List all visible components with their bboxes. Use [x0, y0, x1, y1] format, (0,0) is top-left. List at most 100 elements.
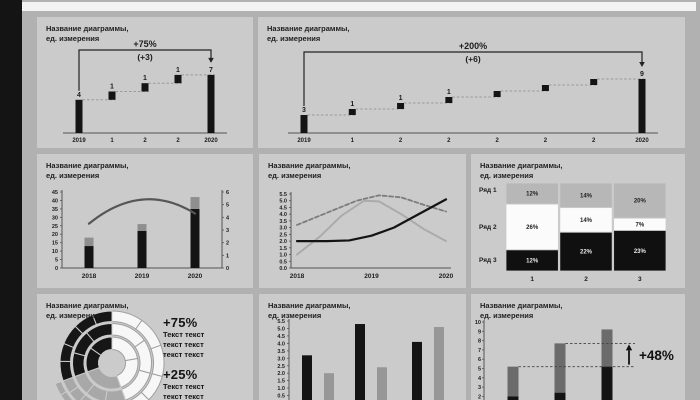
- svg-text:2: 2: [495, 138, 499, 144]
- svg-text:7: 7: [209, 67, 213, 74]
- chart-title: Название диаграммы, ед. измерения: [46, 301, 129, 321]
- svg-text:10: 10: [52, 249, 58, 255]
- svg-text:0.0: 0.0: [279, 266, 287, 272]
- svg-text:4: 4: [478, 376, 482, 382]
- svg-text:6: 6: [478, 357, 481, 363]
- chart-title-line1: Название диаграммы,: [480, 161, 563, 170]
- svg-text:1.0: 1.0: [277, 386, 285, 392]
- svg-text:6: 6: [226, 190, 229, 196]
- svg-text:5.0: 5.0: [279, 199, 287, 205]
- chart-title-line1: Название диаграммы,: [267, 24, 350, 33]
- svg-text:0: 0: [226, 266, 229, 272]
- svg-text:3: 3: [478, 385, 481, 391]
- svg-text:+75%: +75%: [133, 39, 156, 49]
- multi-line-chart: 0.00.51.01.52.02.53.03.54.04.55.05.5 2018…: [279, 192, 454, 280]
- svg-text:2: 2: [447, 138, 451, 144]
- chart-title-line2: ед. измерения: [268, 310, 322, 320]
- svg-text:3: 3: [226, 228, 229, 234]
- chart-title-line2: ед. измерения: [46, 33, 100, 43]
- svg-text:4: 4: [226, 215, 230, 221]
- svg-text:12%: 12%: [526, 192, 539, 198]
- svg-text:35: 35: [52, 207, 58, 213]
- svg-text:4.0: 4.0: [279, 212, 287, 218]
- callout-text-line: текст текст: [163, 391, 204, 400]
- chart-title-line1: Название диаграммы,: [46, 161, 129, 170]
- svg-text:3.5: 3.5: [277, 349, 285, 355]
- svg-text:2019: 2019: [297, 138, 311, 144]
- svg-text:5: 5: [226, 203, 229, 209]
- chart-title: Название диаграммы, ед. измерения: [46, 161, 129, 181]
- svg-text:Ряд 3: Ряд 3: [479, 257, 497, 264]
- svg-text:1.0: 1.0: [279, 253, 287, 259]
- svg-text:(+6): (+6): [465, 54, 481, 64]
- svg-text:26%: 26%: [526, 225, 539, 231]
- chart-title-line1: Название диаграммы,: [268, 301, 351, 310]
- card-sunburst: Название диаграммы, ед. измерения +75% Т…: [37, 294, 253, 400]
- callout-text-line: Текст текст: [163, 381, 205, 391]
- callout-text-line: текст текст: [163, 339, 204, 349]
- svg-text:2: 2: [584, 276, 588, 283]
- svg-text:40: 40: [52, 198, 58, 204]
- svg-text:2.0: 2.0: [279, 239, 287, 245]
- card-waterfall-wide: Название диаграммы, ед. измерения 2019 1 2…: [258, 17, 685, 148]
- callout-text-line: текст текст: [163, 349, 204, 359]
- svg-text:2: 2: [399, 138, 403, 144]
- svg-text:1: 1: [447, 89, 451, 96]
- left-black-strip: [0, 0, 22, 400]
- svg-text:+48%: +48%: [639, 348, 674, 363]
- svg-text:2019: 2019: [72, 138, 86, 144]
- svg-text:2: 2: [478, 394, 481, 400]
- svg-text:+200%: +200%: [459, 41, 487, 51]
- chart-title: Название диаграммы, ед. измерения: [480, 161, 563, 181]
- svg-text:1: 1: [226, 253, 229, 259]
- svg-text:14%: 14%: [580, 193, 593, 199]
- svg-text:1: 1: [350, 101, 354, 108]
- chart-title-line2: ед. измерения: [46, 310, 100, 320]
- svg-text:3.0: 3.0: [279, 226, 287, 232]
- svg-text:3: 3: [638, 276, 642, 283]
- svg-text:2018: 2018: [82, 273, 97, 280]
- svg-text:1: 1: [143, 75, 147, 82]
- svg-text:5: 5: [55, 258, 58, 264]
- svg-text:2: 2: [226, 241, 229, 247]
- chart-title-line1: Название диаграммы,: [268, 161, 351, 170]
- svg-text:2: 2: [143, 138, 147, 144]
- svg-text:2: 2: [176, 138, 180, 144]
- svg-text:1: 1: [110, 138, 114, 144]
- svg-text:3: 3: [302, 107, 306, 114]
- svg-text:7%: 7%: [635, 222, 644, 228]
- svg-text:3.0: 3.0: [277, 356, 285, 362]
- chart-title-line2: ед. измерения: [46, 170, 100, 180]
- svg-text:2020: 2020: [439, 273, 454, 280]
- svg-text:5: 5: [478, 367, 481, 373]
- card-stacked-growth: Название диаграммы, ед. измерения 123456…: [471, 294, 685, 400]
- svg-text:14%: 14%: [580, 218, 593, 224]
- chart-title-line1: Название диаграммы,: [480, 301, 563, 310]
- chart-title-line2: ед. измерения: [480, 170, 534, 180]
- svg-text:2.5: 2.5: [279, 232, 287, 238]
- chart-title: Название диаграммы, ед. измерения: [268, 161, 351, 181]
- svg-text:2018: 2018: [290, 273, 305, 280]
- svg-text:9: 9: [640, 71, 644, 78]
- svg-text:1: 1: [351, 138, 355, 144]
- svg-text:1: 1: [530, 276, 534, 283]
- svg-text:10: 10: [475, 320, 481, 326]
- svg-text:12%: 12%: [526, 258, 539, 264]
- svg-text:2019: 2019: [364, 273, 379, 280]
- chart-title-line2: ед. измерения: [267, 33, 321, 43]
- svg-text:1.5: 1.5: [279, 246, 287, 252]
- svg-text:1.5: 1.5: [277, 379, 285, 385]
- svg-text:23%: 23%: [634, 249, 647, 255]
- sunburst-donut-chart: [54, 310, 165, 400]
- svg-text:25: 25: [52, 224, 58, 230]
- stacked-growth-chart: 12345678910+48%: [475, 320, 674, 400]
- svg-text:0.5: 0.5: [277, 394, 285, 400]
- chart-title: Название диаграммы, ед. измерения: [268, 301, 351, 321]
- svg-text:2020: 2020: [635, 138, 649, 144]
- svg-text:4.0: 4.0: [277, 341, 285, 347]
- stacked-100-column-chart: Ряд 1 Ряд 2 Ряд 3 12% 26% 12% 1 14% 14% 22% 2 20% 7%…: [479, 182, 667, 283]
- svg-text:9: 9: [478, 329, 481, 335]
- svg-text:4: 4: [77, 92, 81, 99]
